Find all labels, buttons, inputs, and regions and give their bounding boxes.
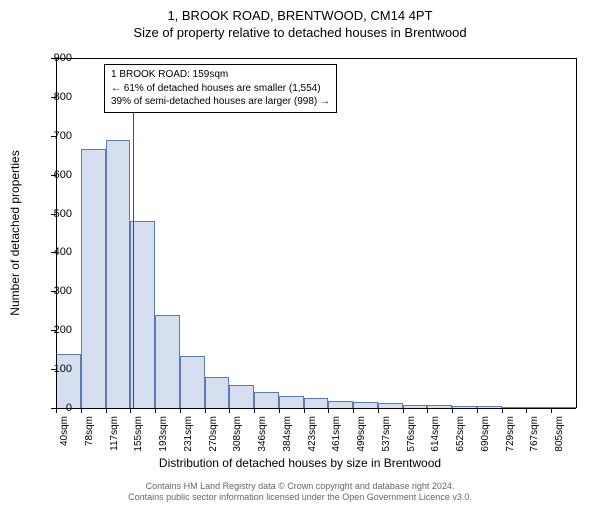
xtick-label: 767sqm — [529, 416, 540, 452]
xtick-label: 690sqm — [480, 416, 491, 452]
xtick-label: 40sqm — [59, 416, 70, 446]
right-axis-line — [576, 58, 577, 408]
xtick-label: 537sqm — [381, 416, 392, 452]
xtick-mark — [353, 408, 354, 413]
plot-area: 1 BROOK ROAD: 159sqm ← 61% of detached h… — [56, 58, 576, 408]
xtick-mark — [130, 408, 131, 413]
xtick-mark — [378, 408, 379, 413]
ytick-label: 700 — [42, 130, 72, 142]
xtick-mark — [155, 408, 156, 413]
xtick-label: 805sqm — [554, 416, 565, 452]
chart-subtitle: Size of property relative to detached ho… — [0, 25, 600, 40]
xtick-label: 384sqm — [282, 416, 293, 452]
chart-title: 1, BROOK ROAD, BRENTWOOD, CM14 4PT — [0, 8, 600, 23]
property-marker-line — [133, 106, 134, 408]
histogram-bar — [304, 398, 329, 408]
y-axis-line — [56, 58, 57, 408]
xtick-mark — [254, 408, 255, 413]
ytick-label: 600 — [42, 169, 72, 181]
annotation-box: 1 BROOK ROAD: 159sqm ← 61% of detached h… — [104, 64, 337, 113]
xtick-label: 78sqm — [84, 416, 95, 446]
xtick-mark — [81, 408, 82, 413]
xtick-label: 193sqm — [158, 416, 169, 452]
histogram-bar — [205, 377, 230, 408]
xtick-mark — [551, 408, 552, 413]
ytick-label: 200 — [42, 324, 72, 336]
ytick-label: 900 — [42, 52, 72, 64]
ytick-label: 800 — [42, 91, 72, 103]
xtick-mark — [328, 408, 329, 413]
histogram-bar — [81, 149, 106, 408]
xtick-label: 614sqm — [430, 416, 441, 452]
xtick-mark — [502, 408, 503, 413]
xtick-label: 231sqm — [183, 416, 194, 452]
histogram-bar — [56, 354, 81, 408]
xtick-label: 576sqm — [406, 416, 417, 452]
footer-line2: Contains public sector information licen… — [0, 492, 600, 504]
xtick-label: 729sqm — [505, 416, 516, 452]
ytick-label: 300 — [42, 285, 72, 297]
xtick-label: 308sqm — [232, 416, 243, 452]
xtick-label: 270sqm — [208, 416, 219, 452]
xtick-label: 155sqm — [133, 416, 144, 452]
xtick-label: 499sqm — [356, 416, 367, 452]
xtick-mark — [229, 408, 230, 413]
histogram-bar — [180, 356, 205, 409]
chart-footer: Contains HM Land Registry data © Crown c… — [0, 481, 600, 504]
annotation-line2: ← 61% of detached houses are smaller (1,… — [111, 82, 330, 96]
histogram-bar — [229, 385, 254, 408]
histogram-bar — [155, 315, 180, 408]
annotation-line3: 39% of semi-detached houses are larger (… — [111, 95, 330, 109]
xtick-mark — [304, 408, 305, 413]
y-axis-label: Number of detached properties — [8, 150, 22, 315]
ytick-label: 0 — [42, 402, 72, 414]
xtick-mark — [403, 408, 404, 413]
histogram-bar — [106, 140, 131, 408]
top-axis-line — [56, 58, 576, 59]
xtick-mark — [106, 408, 107, 413]
xtick-mark — [205, 408, 206, 413]
x-axis-line — [56, 408, 576, 409]
x-axis-label: Distribution of detached houses by size … — [0, 456, 600, 470]
ytick-label: 100 — [42, 363, 72, 375]
annotation-line1: 1 BROOK ROAD: 159sqm — [111, 68, 330, 82]
xtick-label: 117sqm — [109, 416, 120, 451]
xtick-mark — [477, 408, 478, 413]
xtick-mark — [427, 408, 428, 413]
xtick-mark — [180, 408, 181, 413]
chart-container: 1, BROOK ROAD, BRENTWOOD, CM14 4PT Size … — [0, 8, 600, 508]
xtick-label: 423sqm — [307, 416, 318, 452]
footer-line1: Contains HM Land Registry data © Crown c… — [0, 481, 600, 493]
ytick-label: 500 — [42, 208, 72, 220]
histogram-bar — [328, 401, 353, 408]
histogram-bar — [279, 396, 304, 408]
xtick-mark — [279, 408, 280, 413]
xtick-mark — [526, 408, 527, 413]
ytick-label: 400 — [42, 246, 72, 258]
xtick-label: 346sqm — [257, 416, 268, 452]
xtick-label: 652sqm — [455, 416, 466, 452]
xtick-label: 461sqm — [331, 416, 342, 452]
xtick-mark — [452, 408, 453, 413]
histogram-bar — [254, 392, 279, 408]
